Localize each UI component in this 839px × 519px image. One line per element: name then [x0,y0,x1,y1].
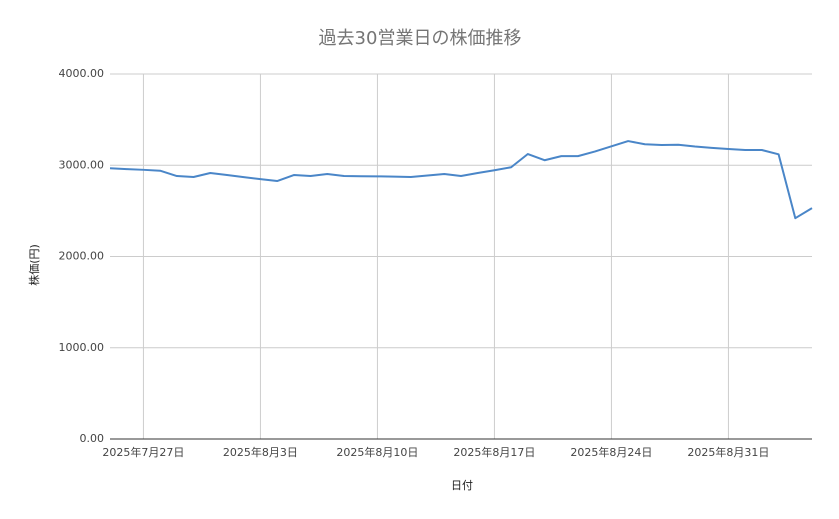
chart-title: 過去30営業日の株価推移 [319,28,522,49]
x-tick-label: 2025年8月17日 [453,445,535,459]
y-tick-label: 4000.00 [59,67,105,80]
x-tick-label: 2025年8月24日 [570,445,652,459]
x-axis-title: 日付 [451,479,473,492]
y-axis-title: 株価(円) [27,244,41,286]
y-tick-label: 3000.00 [59,158,105,171]
x-tick-label: 2025年7月27日 [102,445,184,459]
x-tick-label: 2025年8月31日 [687,445,769,459]
y-tick-label: 1000.00 [59,341,105,354]
y-tick-label: 2000.00 [59,250,105,263]
y-tick-label: 0.00 [80,432,105,445]
x-tick-label: 2025年8月3日 [223,445,298,459]
data-line [109,140,813,220]
x-tick-label: 2025年8月10日 [336,445,418,459]
